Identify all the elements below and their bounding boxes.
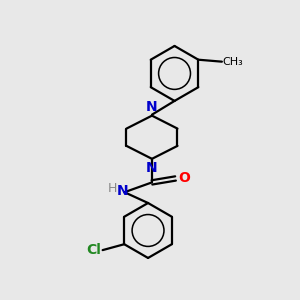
Text: H: H xyxy=(108,182,117,195)
Text: Cl: Cl xyxy=(86,243,101,257)
Text: N: N xyxy=(146,161,158,175)
Text: N: N xyxy=(146,100,158,114)
Text: CH₃: CH₃ xyxy=(223,57,244,67)
Text: N: N xyxy=(117,184,128,198)
Text: O: O xyxy=(178,172,190,185)
